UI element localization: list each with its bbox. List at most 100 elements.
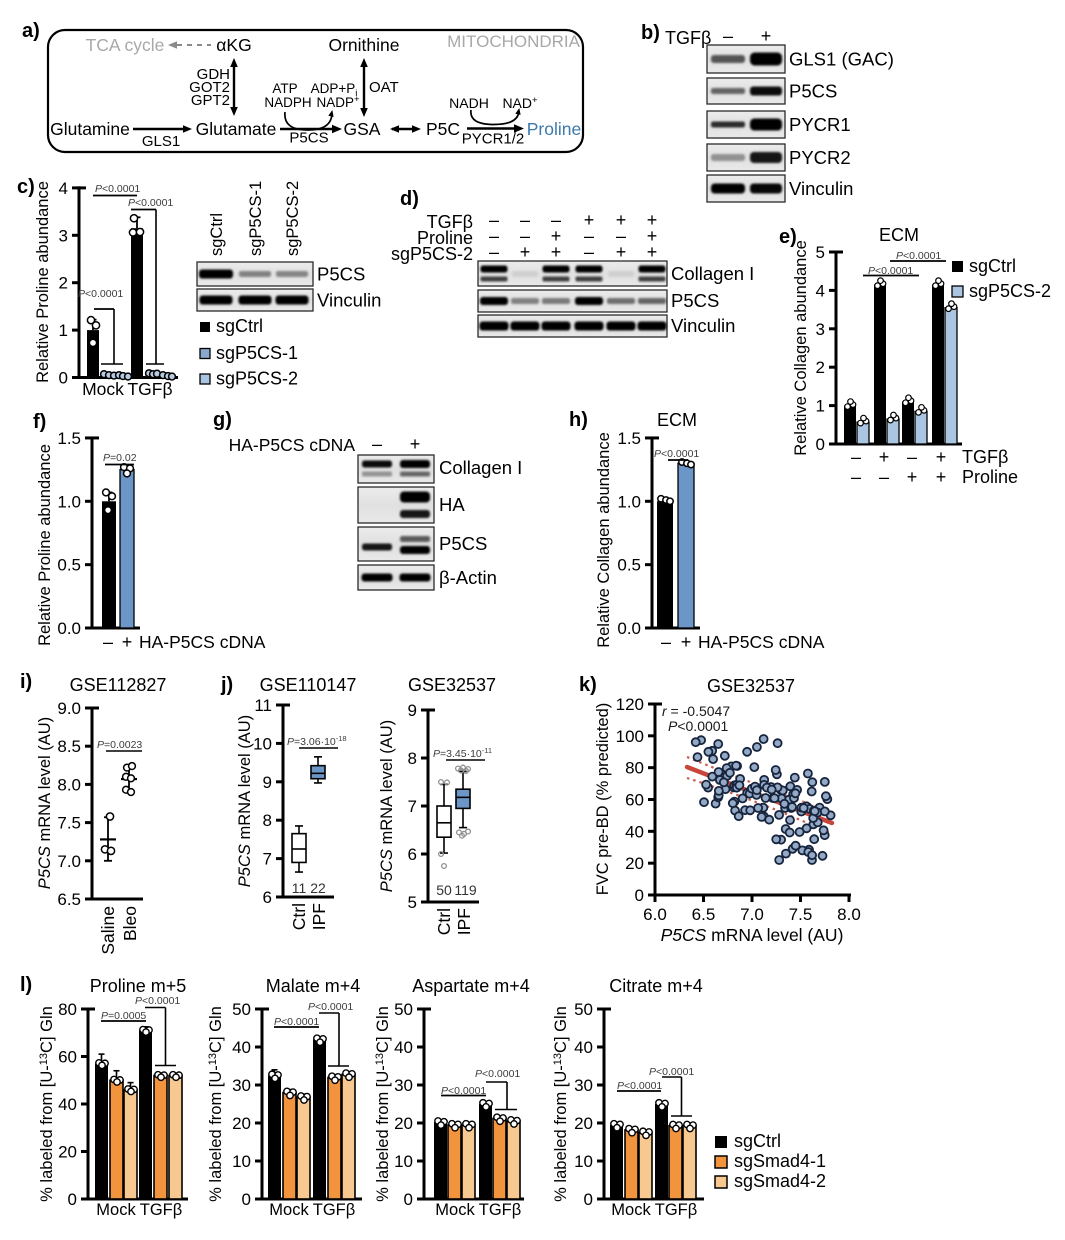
svg-text:7.0: 7.0 (740, 905, 764, 924)
svg-text:r = -0.5047: r = -0.5047 (662, 703, 730, 719)
svg-text:a): a) (22, 20, 40, 42)
svg-text:60: 60 (58, 1048, 77, 1067)
svg-text:l): l) (20, 974, 32, 996)
svg-text:Relative Proline abundance: Relative Proline abundance (36, 444, 54, 646)
svg-text:–: – (584, 226, 594, 246)
svg-text:0.5: 0.5 (57, 556, 81, 575)
svg-text:+: + (122, 632, 133, 652)
svg-text:Proline: Proline (962, 467, 1018, 487)
svg-text:80: 80 (58, 1000, 77, 1019)
svg-text:Glutamate: Glutamate (196, 119, 277, 139)
svg-text:7.0: 7.0 (57, 852, 81, 871)
svg-text:5: 5 (816, 243, 825, 262)
svg-text:10: 10 (574, 1152, 593, 1171)
svg-text:–: – (520, 226, 530, 246)
svg-text:GOT2: GOT2 (189, 79, 230, 96)
svg-text:9: 9 (263, 773, 272, 792)
svg-text:Vinculin: Vinculin (317, 290, 381, 311)
svg-text:b): b) (641, 22, 660, 44)
svg-text:d): d) (400, 188, 419, 210)
svg-text:NADP+: NADP+ (316, 94, 360, 110)
svg-text:j): j) (220, 674, 233, 696)
svg-text:k): k) (579, 674, 597, 696)
svg-text:GLS1: GLS1 (142, 133, 180, 150)
svg-text:4: 4 (59, 179, 68, 198)
svg-text:+: + (616, 242, 627, 262)
svg-text:119: 119 (454, 882, 477, 898)
svg-text:sgP5CS-1: sgP5CS-1 (247, 181, 265, 256)
svg-text:Mock: Mock (435, 1201, 475, 1219)
svg-text:sgP5CS-2: sgP5CS-2 (391, 244, 473, 264)
svg-text:0.0: 0.0 (617, 619, 641, 638)
svg-text:GPT2: GPT2 (191, 92, 230, 109)
svg-text:P=3.06·10-18: P=3.06·10-18 (287, 734, 347, 748)
svg-text:40: 40 (58, 1095, 77, 1114)
svg-text:6.0: 6.0 (643, 905, 667, 924)
svg-text:–: – (723, 26, 733, 46)
svg-text:TGFβ: TGFβ (127, 379, 172, 399)
svg-text:–: – (584, 242, 594, 262)
svg-text:P<0.0001: P<0.0001 (95, 183, 140, 195)
svg-text:Vinculin: Vinculin (671, 315, 735, 336)
svg-text:P<0.0001: P<0.0001 (135, 995, 180, 1007)
svg-text:8.5: 8.5 (57, 737, 81, 756)
svg-text:7: 7 (263, 850, 272, 869)
svg-text:–: – (103, 632, 113, 652)
svg-text:TGFβ: TGFβ (655, 1201, 697, 1219)
svg-text:P5CS mRNA level (AU): P5CS mRNA level (AU) (236, 715, 254, 887)
svg-text:FVC pre-BD (% predicted): FVC pre-BD (% predicted) (594, 703, 612, 896)
svg-text:–: – (551, 210, 561, 230)
svg-text:20: 20 (625, 854, 644, 873)
svg-text:MITOCHONDRIA: MITOCHONDRIA (447, 32, 581, 51)
svg-text:8: 8 (263, 811, 272, 830)
svg-text:20: 20 (574, 1114, 593, 1133)
svg-text:P<0.0001: P<0.0001 (896, 250, 941, 262)
svg-text:1: 1 (816, 397, 825, 416)
svg-text:6: 6 (408, 845, 417, 864)
svg-text:Relative Collagen abundance: Relative Collagen abundance (595, 432, 613, 648)
svg-text:30: 30 (394, 1076, 413, 1095)
svg-text:40: 40 (574, 1038, 593, 1057)
svg-text:GSA: GSA (344, 119, 381, 139)
svg-text:sgP5CS-1: sgP5CS-1 (216, 343, 298, 363)
svg-text:9.0: 9.0 (57, 699, 81, 718)
svg-text:–: – (879, 467, 889, 487)
svg-text:0: 0 (59, 369, 68, 388)
svg-text:P5CS mRNA level (AU): P5CS mRNA level (AU) (378, 720, 396, 892)
svg-text:GSE32537: GSE32537 (408, 675, 496, 695)
svg-text:40: 40 (232, 1038, 251, 1057)
svg-text:i): i) (20, 671, 32, 693)
svg-text:3: 3 (59, 226, 68, 245)
svg-text:0: 0 (68, 1190, 77, 1209)
svg-text:7.5: 7.5 (789, 905, 813, 924)
svg-text:P5CS mRNA level (AU): P5CS mRNA level (AU) (36, 717, 54, 889)
svg-text:+: + (936, 447, 947, 467)
svg-text:P=0.0023: P=0.0023 (97, 739, 142, 751)
svg-text:20: 20 (394, 1114, 413, 1133)
svg-text:–: – (489, 242, 499, 262)
svg-text:P<0.0001: P<0.0001 (617, 1080, 662, 1092)
svg-text:1.0: 1.0 (57, 492, 81, 511)
svg-text:PYCR1/2: PYCR1/2 (462, 131, 525, 148)
svg-text:2: 2 (816, 358, 825, 377)
svg-text:sgCtrl: sgCtrl (734, 1131, 781, 1151)
svg-text:P=0.0005: P=0.0005 (101, 1010, 146, 1022)
svg-text:+: + (551, 226, 562, 246)
svg-text:Mock: Mock (96, 1201, 136, 1219)
svg-text:6.5: 6.5 (57, 890, 81, 909)
svg-text:P<0.0001: P<0.0001 (441, 1085, 486, 1097)
svg-text:30: 30 (232, 1076, 251, 1095)
svg-text:–: – (661, 632, 671, 652)
svg-text:P5CS: P5CS (439, 533, 487, 554)
svg-text:80: 80 (625, 759, 644, 778)
svg-text:P5CS: P5CS (289, 130, 328, 147)
svg-text:+: + (647, 226, 658, 246)
svg-text:% labeled from [U-13C] Gln: % labeled from [U-13C] Gln (552, 1006, 570, 1202)
svg-text:–: – (851, 447, 861, 467)
svg-text:sgP5CS-2: sgP5CS-2 (969, 281, 1051, 301)
svg-text:β-Actin: β-Actin (439, 567, 497, 588)
svg-text:TGFβ: TGFβ (479, 1201, 521, 1219)
svg-text:8.0: 8.0 (57, 775, 81, 794)
svg-text:TGFβ: TGFβ (962, 447, 1008, 467)
svg-text:0.0: 0.0 (57, 619, 81, 638)
